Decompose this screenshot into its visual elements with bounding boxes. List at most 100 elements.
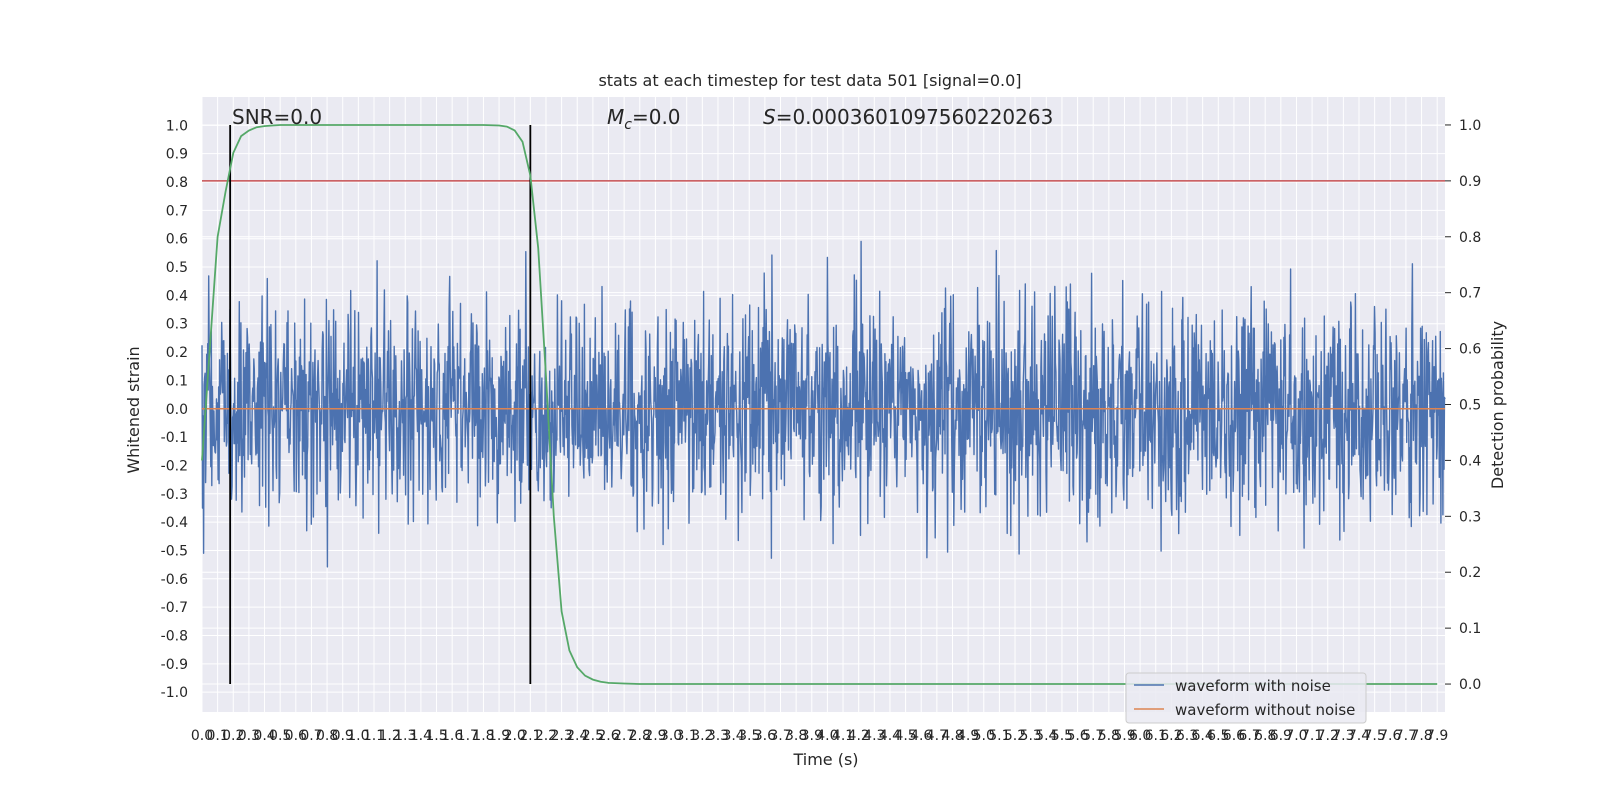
x-tick-label: 2.6 — [597, 728, 619, 744]
x-tick-label: 3.0 — [660, 728, 682, 744]
y-tick-label-left: 0.8 — [166, 175, 188, 191]
x-tick-label: 3.1 — [676, 728, 698, 744]
annotation-s-symbol: S — [763, 105, 776, 129]
x-tick-label: 6.0 — [1129, 728, 1151, 744]
x-axis-label: Time (s) — [792, 750, 858, 769]
x-tick-label: 5.7 — [1082, 728, 1104, 744]
x-tick-label: 6.6 — [1223, 728, 1245, 744]
y-tick-label-right: 0.4 — [1459, 453, 1481, 469]
y-tick-label-left: 0.0 — [166, 402, 188, 418]
x-tick-label: 3.3 — [707, 728, 729, 744]
x-tick-label: 7.7 — [1395, 728, 1417, 744]
x-tick-label: 6.5 — [1207, 728, 1229, 744]
annotation-mc-subscript: c — [624, 117, 632, 133]
x-tick-label: 4.2 — [848, 728, 870, 744]
y-tick-label-right: 0.3 — [1459, 509, 1481, 525]
y-tick-label-left: 0.3 — [166, 317, 188, 333]
x-tick-label: 7.2 — [1317, 728, 1339, 744]
x-tick-label: 5.5 — [1051, 728, 1073, 744]
x-tick-label: 2.9 — [644, 728, 666, 744]
y-tick-label-right: 1.0 — [1459, 118, 1481, 134]
x-tick-label: 1.5 — [425, 728, 447, 744]
x-tick-label: 4.5 — [894, 728, 916, 744]
x-tick-label: 2.7 — [613, 728, 635, 744]
x-tick-label: 2.0 — [504, 728, 526, 744]
x-tick-label: 1.4 — [410, 728, 432, 744]
y-tick-label-right: 0.2 — [1459, 565, 1481, 581]
x-tick-label: 7.5 — [1364, 728, 1386, 744]
annotation-s-value: =0.0003601097560220263 — [776, 105, 1054, 129]
series-waveform-with-noise — [201, 240, 1446, 568]
x-tick-label: 4.7 — [926, 728, 948, 744]
legend-box — [1125, 672, 1367, 724]
y-axis-label-right: Detection probability — [1488, 321, 1507, 489]
x-tick-label: 2.1 — [519, 728, 541, 744]
annotation-s: S=0.0003601097560220263 — [763, 105, 1053, 129]
x-tick-label: 1.8 — [472, 728, 494, 744]
y-tick-label-left: 0.2 — [166, 345, 188, 361]
x-tick-label: 1.2 — [378, 728, 400, 744]
x-tick-label: 2.8 — [629, 728, 651, 744]
y-tick-label-right: 0.7 — [1459, 286, 1481, 302]
y-tick-label-left: 0.9 — [166, 147, 188, 163]
x-tick-label: 5.6 — [1066, 728, 1088, 744]
waveform-with-noise-line — [201, 240, 1446, 568]
x-tick-label: 7.4 — [1348, 728, 1370, 744]
x-tick-label: 3.4 — [722, 728, 744, 744]
x-tick-label: 0.0 — [191, 728, 213, 744]
x-tick-label: 5.2 — [1004, 728, 1026, 744]
x-tick-label: 7.9 — [1426, 728, 1448, 744]
y-tick-label-right: 0.1 — [1459, 621, 1481, 637]
x-tick-label: 1.7 — [457, 728, 479, 744]
x-tick-label: 1.9 — [488, 728, 510, 744]
x-tick-label: 4.9 — [957, 728, 979, 744]
y-tick-label-left: 0.4 — [166, 288, 188, 304]
legend: waveform with noise waveform without noi… — [1125, 672, 1367, 724]
x-tick-label: 7.6 — [1379, 728, 1401, 744]
y-tick-label-right: 0.9 — [1459, 174, 1481, 190]
y-axis-label-left: Whitened strain — [124, 346, 143, 473]
x-tick-label: 3.9 — [801, 728, 823, 744]
x-tick-label: 7.1 — [1301, 728, 1323, 744]
overlay-lines — [201, 124, 1445, 685]
x-tick-label: 3.8 — [785, 728, 807, 744]
x-tick-label: 0.7 — [300, 728, 322, 744]
x-tick-label: 6.4 — [1192, 728, 1214, 744]
y-tick-label-left: 0.7 — [166, 203, 188, 219]
annotation-snr: SNR=0.0 — [232, 105, 322, 129]
x-tick-label: 2.4 — [566, 728, 588, 744]
x-tick-label: 5.9 — [1113, 728, 1135, 744]
x-tick-label: 5.3 — [1020, 728, 1042, 744]
y-tick-label-left: -0.6 — [161, 572, 188, 588]
x-tick-label: 0.4 — [253, 728, 275, 744]
x-tick-label: 0.8 — [316, 728, 338, 744]
y-tick-label-left: -0.1 — [161, 430, 188, 446]
axis-ticks: 0.00.10.20.30.40.50.60.70.80.91.01.11.21… — [161, 118, 1482, 744]
y-tick-label-left: -0.5 — [161, 543, 188, 559]
x-tick-label: 2.3 — [550, 728, 572, 744]
x-tick-label: 1.0 — [347, 728, 369, 744]
x-tick-label: 6.1 — [1145, 728, 1167, 744]
x-tick-label: 3.7 — [769, 728, 791, 744]
y-tick-label-right: 0.5 — [1459, 398, 1481, 414]
x-tick-label: 4.6 — [910, 728, 932, 744]
x-tick-label: 6.8 — [1254, 728, 1276, 744]
x-tick-label: 5.8 — [1098, 728, 1120, 744]
annotation-mc-value: =0.0 — [632, 105, 681, 129]
x-tick-label: 0.2 — [222, 728, 244, 744]
x-tick-label: 2.2 — [535, 728, 557, 744]
annotation-mc-symbol: M — [607, 105, 624, 129]
x-tick-label: 6.3 — [1176, 728, 1198, 744]
y-tick-label-right: 0.8 — [1459, 230, 1481, 246]
x-tick-label: 5.4 — [1035, 728, 1057, 744]
x-tick-label: 2.5 — [582, 728, 604, 744]
x-tick-label: 3.6 — [754, 728, 776, 744]
x-tick-label: 4.8 — [941, 728, 963, 744]
x-tick-label: 1.1 — [363, 728, 385, 744]
x-tick-label: 6.2 — [1160, 728, 1182, 744]
x-tick-label: 4.1 — [832, 728, 854, 744]
detection-probability-line — [201, 124, 1438, 685]
x-tick-label: 3.2 — [691, 728, 713, 744]
y-tick-label-right: 0.0 — [1459, 677, 1481, 693]
